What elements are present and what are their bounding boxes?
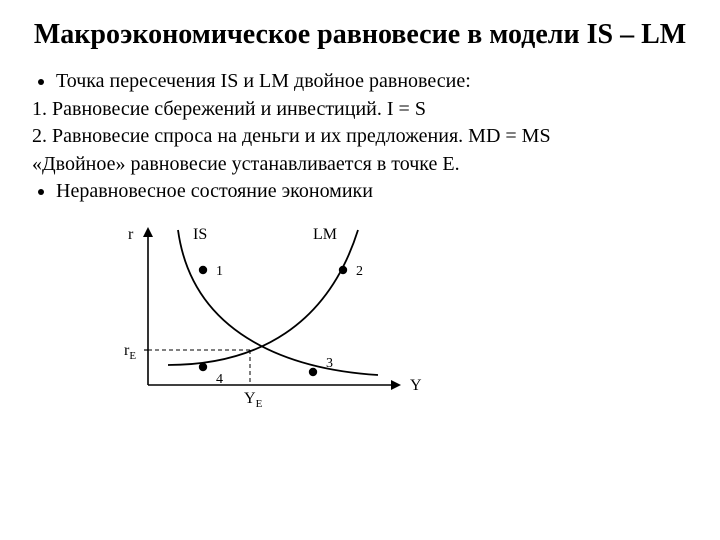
line-3: «Двойное» равновесие устанавливается в т… [32,152,692,178]
svg-text:LM: LM [313,226,337,243]
slide: Макроэкономическое равновесие в модели I… [0,0,720,540]
line-2: 2. Равновесие спроса на деньги и их пред… [32,124,692,150]
bullet-1: Точка пересечения IS и LM двойное равнов… [56,69,692,95]
svg-text:2: 2 [356,264,363,279]
svg-text:3: 3 [326,356,333,371]
line-1: 1. Равновесие сбережений и инвестиций. I… [32,97,692,123]
svg-text:1: 1 [216,264,223,279]
svg-text:4: 4 [216,372,223,387]
svg-text:IS: IS [193,226,207,243]
svg-text:rE: rE [124,342,136,362]
svg-text:Y: Y [410,377,422,394]
islm-diagram: 1 2 3 4 r IS LM YrE YE [98,215,428,425]
svg-text:YE: YE [244,390,263,410]
bullet-2: Неравновесное состояние экономики [56,179,692,205]
slide-title: Макроэкономическое равновесие в модели I… [28,18,692,51]
diagram-container: 1 2 3 4 r IS LM YrE YE [28,215,692,425]
body-text: Точка пересечения IS и LM двойное равнов… [28,69,692,205]
svg-text:r: r [128,226,134,243]
